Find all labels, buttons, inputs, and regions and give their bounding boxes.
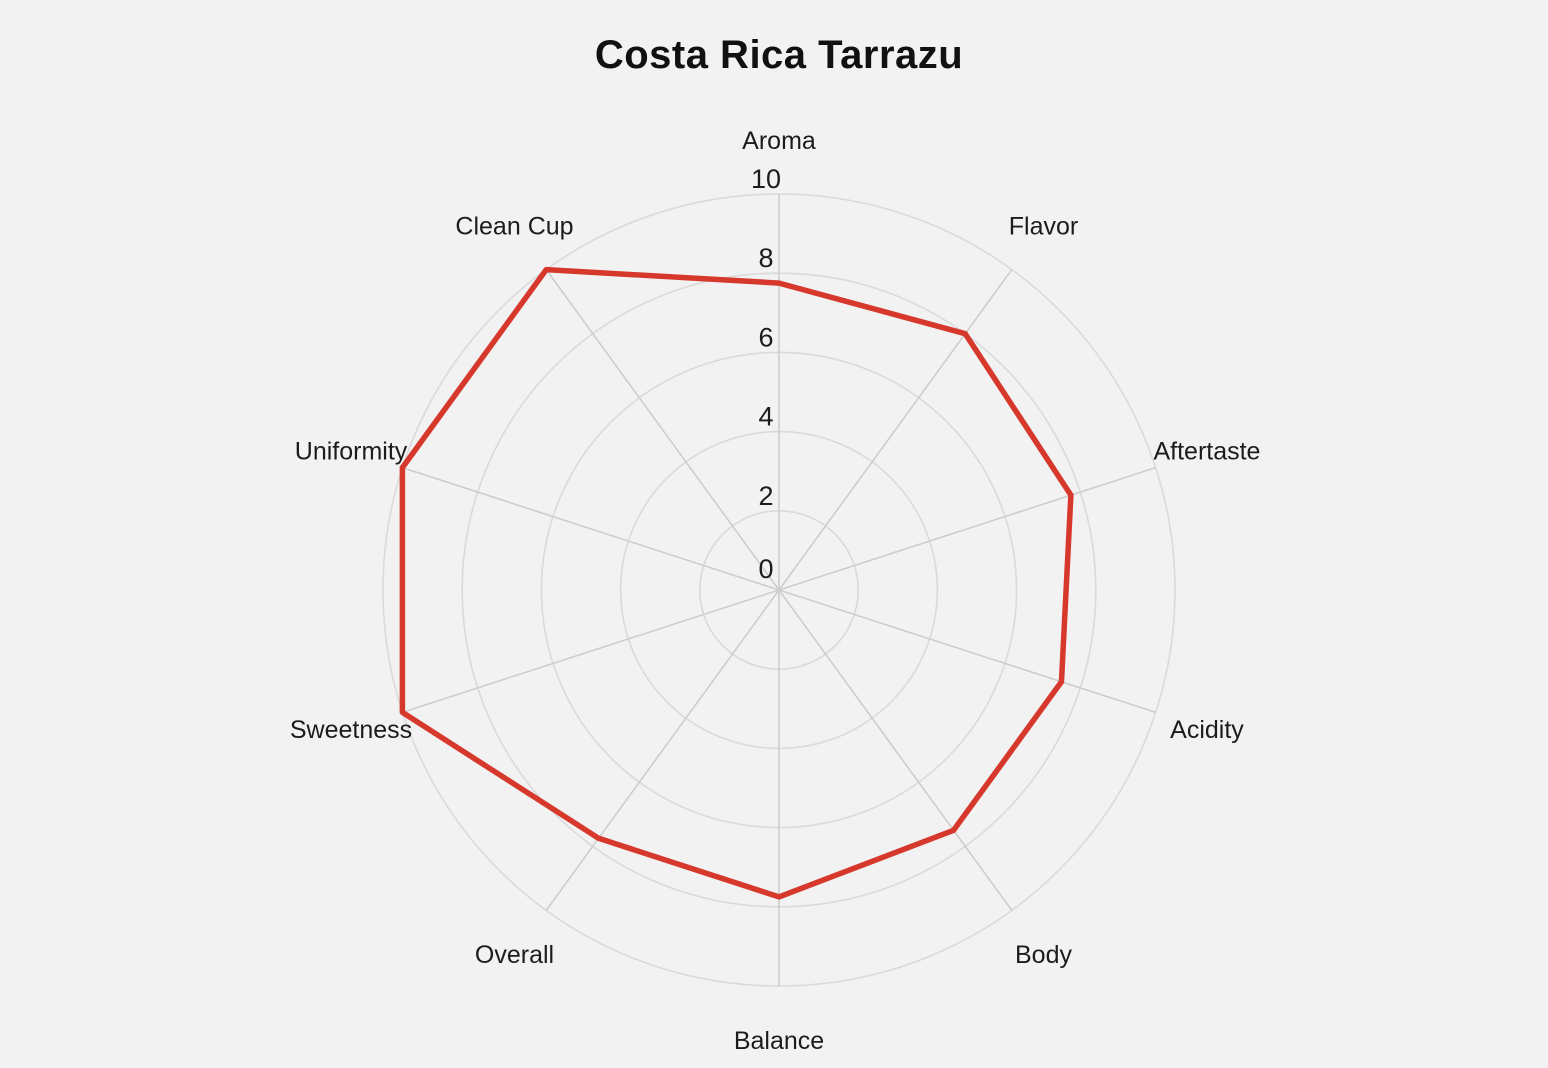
axis-spoke: [402, 589, 780, 714]
chart-title: Costa Rica Tarrazu: [594, 33, 964, 77]
axis-spoke: [778, 589, 1156, 714]
axis-label-acidity: Acidity: [1170, 716, 1244, 744]
axis-label-body: Body: [1015, 941, 1072, 969]
axis-label-flavor: Flavor: [1009, 213, 1078, 241]
radial-tick-label: 10: [751, 164, 781, 194]
axis-label-aroma: Aroma: [742, 127, 816, 155]
axis-label-overall: Overall: [475, 941, 554, 969]
radial-tick-label: 4: [758, 402, 773, 432]
axis-label-aftertaste: Aftertaste: [1153, 438, 1260, 466]
axis-spoke: [778, 269, 1013, 591]
axis-label-balance: Balance: [734, 1027, 824, 1055]
radial-tick-label: 6: [758, 322, 773, 352]
axis-spoke: [402, 466, 780, 591]
axis-spoke: [778, 466, 1156, 591]
radial-tick-label: 8: [758, 243, 773, 273]
radial-tick-label: 2: [758, 481, 773, 511]
axis-spoke: [545, 589, 780, 911]
axis-label-clean-cup: Clean Cup: [455, 213, 573, 241]
data-polygon-costa-rica-tarrazu: [399, 266, 1074, 900]
axis-spoke: [778, 589, 1013, 911]
axis-label-sweetness: Sweetness: [290, 716, 412, 744]
radial-tick-label: 0: [758, 554, 773, 584]
axis-spoke: [545, 269, 780, 591]
axis-label-uniformity: Uniformity: [295, 438, 408, 466]
